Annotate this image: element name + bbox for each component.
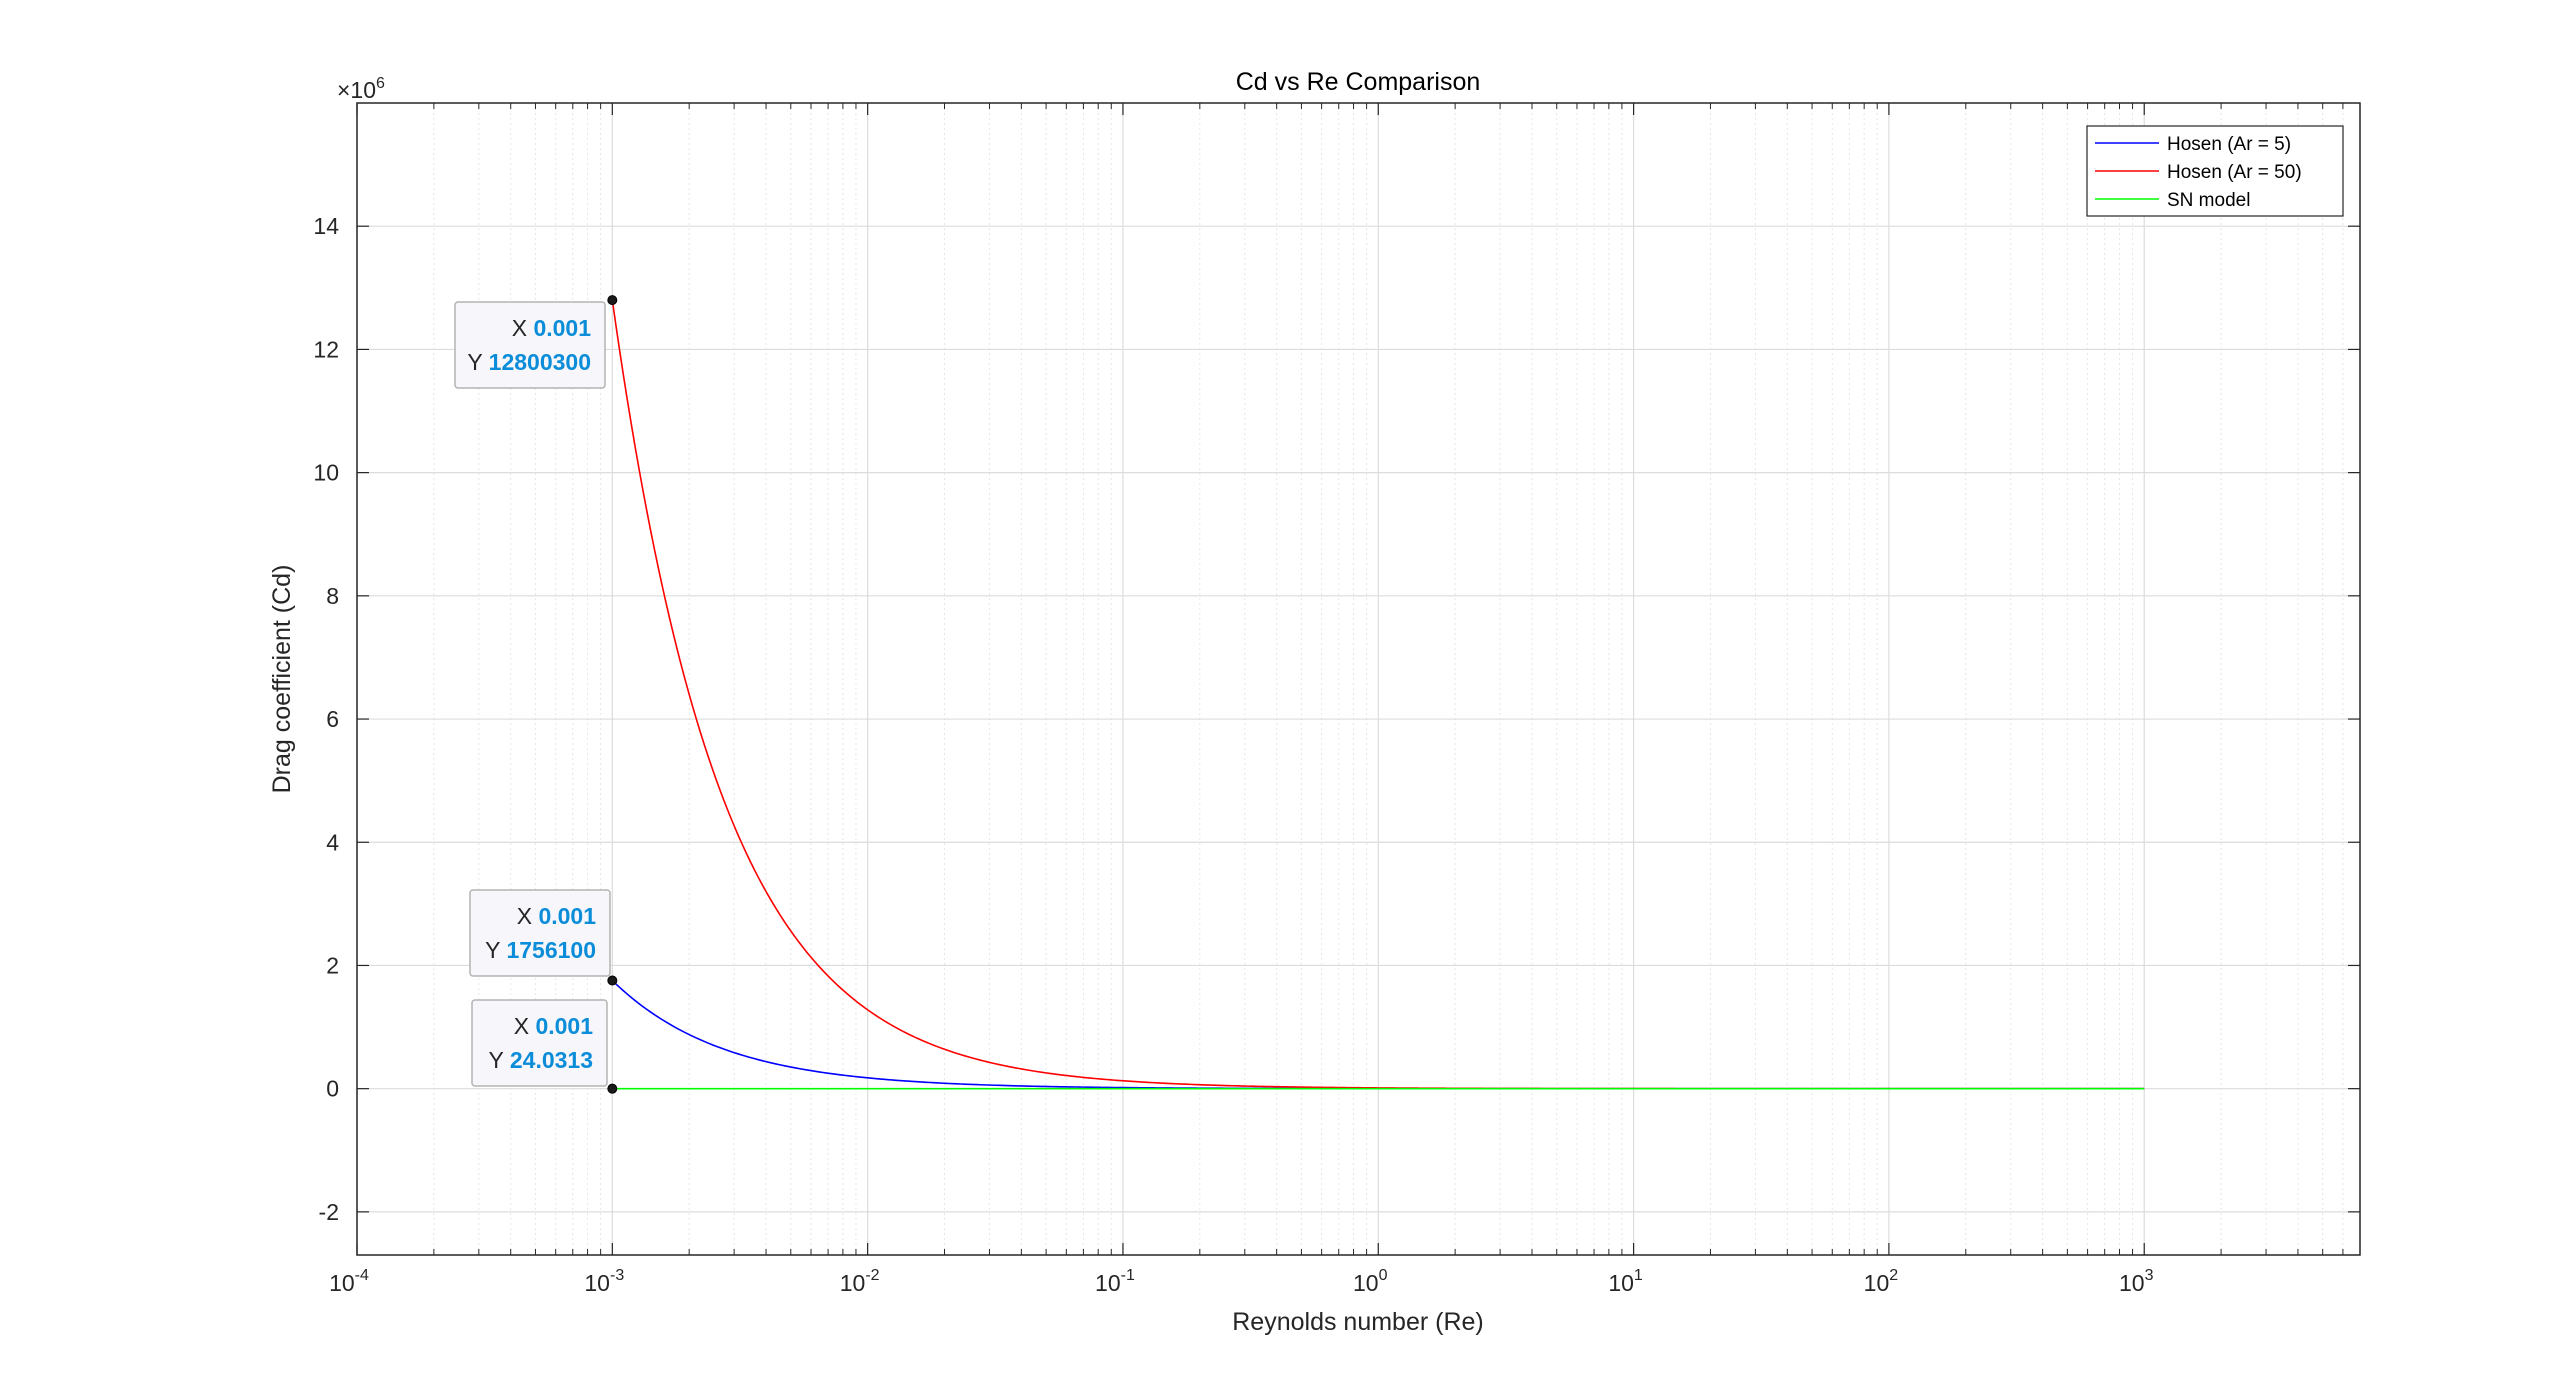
x-tick-label: 100 (1353, 1267, 1388, 1296)
datatip-y-row: Y 1756100 (485, 937, 596, 963)
x-tick-base: 10 (1353, 1270, 1379, 1296)
x-tick-exponent: -2 (865, 1267, 879, 1284)
x-tick-exponent: 0 (1379, 1267, 1388, 1284)
datatip-y-label: Y (489, 1047, 510, 1073)
datatip-y-label: Y (485, 937, 506, 963)
datatip-box: X 0.001 Y 12800300 (454, 301, 606, 389)
datatip-x-label: X (517, 903, 539, 929)
x-axis-title: Reynolds number (Re) (1232, 1308, 1484, 1336)
x-tick-label: 102 (1864, 1267, 1899, 1296)
x-tick-base: 10 (329, 1270, 355, 1296)
y-tick-label: 14 (313, 213, 339, 239)
x-tick-label: 10-4 (329, 1267, 369, 1296)
datatip-background (471, 999, 608, 1087)
datatip-x-value: 0.001 (533, 315, 591, 341)
y-axis-title: Drag coefficient (Cd) (268, 565, 296, 794)
x-tick-exponent: 2 (1889, 1267, 1898, 1284)
chart-title: Cd vs Re Comparison (1236, 68, 1481, 96)
datatip-x-label: X (514, 1013, 536, 1039)
x-tick-base: 10 (1095, 1270, 1121, 1296)
legend-entry-label: Hosen (Ar = 5) (2167, 134, 2291, 155)
y-exponent-base: ×10 (337, 77, 376, 103)
y-tick-label: -2 (319, 1199, 339, 1225)
x-tick-label: 101 (1608, 1267, 1643, 1296)
datatip-x-row: X 0.001 (512, 315, 591, 341)
datatip-background (454, 301, 606, 389)
x-tick-base: 10 (584, 1270, 610, 1296)
x-tick-label: 10-2 (840, 1267, 880, 1296)
plot-frame (356, 102, 2361, 1256)
tick-layer: 10-4 10-3 10-2 10-1 100 101 102 103-20246810121… (313, 103, 2361, 1296)
legend-entry-label: Hosen (Ar = 50) (2167, 162, 2302, 183)
x-tick-exponent: 3 (2145, 1267, 2154, 1284)
legend-entry-label: SN model (2167, 190, 2250, 211)
x-tick-base: 10 (2119, 1270, 2145, 1296)
datatip-x-value: 0.001 (538, 903, 596, 929)
datatip-y-value: 1756100 (506, 937, 596, 963)
x-tick-exponent: -1 (1121, 1267, 1135, 1284)
x-tick-label: 103 (2119, 1267, 2154, 1296)
y-tick-label: 0 (326, 1076, 339, 1102)
x-tick-label: 10-3 (584, 1267, 624, 1296)
y-tick-label: 4 (326, 829, 339, 855)
datatip-x-label: X (512, 315, 534, 341)
y-exponent-label: ×106 (337, 75, 385, 103)
datatip-y-value: 12800300 (489, 349, 591, 375)
x-tick-exponent: -4 (355, 1267, 369, 1284)
datatip-marker (607, 975, 618, 986)
y-tick-label: 8 (326, 583, 339, 609)
datatip-y-row: Y 24.0313 (489, 1047, 593, 1073)
x-tick-exponent: -3 (610, 1267, 624, 1284)
datatip-marker (607, 295, 618, 306)
x-tick-label: 10-1 (1095, 1267, 1135, 1296)
datatip-background (469, 889, 611, 977)
y-exponent-power: 6 (376, 75, 385, 92)
x-tick-base: 10 (1864, 1270, 1890, 1296)
datatip-x-value: 0.001 (535, 1013, 593, 1039)
y-tick-label: 12 (313, 336, 339, 362)
datatip-x-row: X 0.001 (517, 903, 596, 929)
datatip-marker (607, 1083, 618, 1094)
datatip-x-row: X 0.001 (514, 1013, 593, 1039)
y-tick-label: 2 (326, 952, 339, 978)
y-tick-label: 10 (313, 460, 339, 486)
marker-layer (607, 295, 618, 1094)
svg-text:×106: ×106 (337, 75, 385, 103)
y-tick-label: 6 (326, 706, 339, 732)
x-tick-exponent: 1 (1634, 1267, 1643, 1284)
x-tick-base: 10 (1608, 1270, 1634, 1296)
datatip-y-value: 24.0313 (510, 1047, 593, 1073)
x-tick-base: 10 (840, 1270, 866, 1296)
datatip-box: X 0.001 Y 1756100 (469, 889, 611, 977)
legend[interactable]: Hosen (Ar = 5) Hosen (Ar = 50) SN model (2086, 125, 2344, 217)
datatip-y-label: Y (467, 349, 488, 375)
series-layer[interactable] (611, 300, 2145, 1090)
datatip-y-row: Y 12800300 (467, 349, 591, 375)
